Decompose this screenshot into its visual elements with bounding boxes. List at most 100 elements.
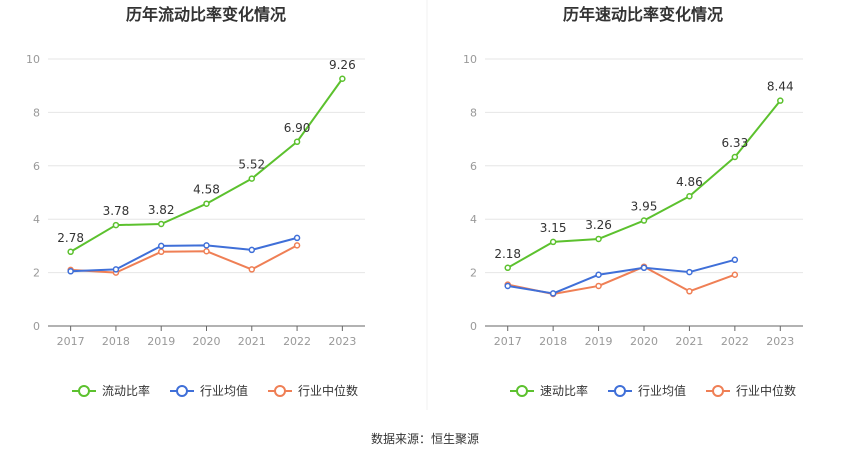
data-point-industry-avg[interactable] <box>67 268 74 275</box>
legend-label: 行业中位数 <box>736 383 796 398</box>
x-tick-label: 2023 <box>766 335 794 348</box>
series-line-industry-avg <box>70 236 298 273</box>
data-point-industry-avg[interactable] <box>640 264 648 272</box>
legend-item-primary[interactable]: 速动比率 <box>510 383 588 398</box>
x-tick-label: 2017 <box>57 335 85 348</box>
data-point-primary[interactable] <box>549 238 557 246</box>
data-point-primary[interactable] <box>595 235 602 243</box>
series-line-industry-avg <box>507 258 736 295</box>
legend-marker <box>712 385 724 397</box>
legend-label: 流动比率 <box>102 383 150 398</box>
legend-marker <box>614 385 626 397</box>
y-tick-label: 2 <box>33 267 40 280</box>
data-label: 6.90 <box>284 121 311 135</box>
data-label: 5.52 <box>238 158 265 172</box>
chart-title: 历年流动比率变化情况 <box>126 5 286 24</box>
y-tick-label: 0 <box>33 320 40 333</box>
data-point-industry-avg[interactable] <box>248 246 256 254</box>
data-label: 4.86 <box>676 175 703 189</box>
data-point-primary[interactable] <box>731 153 739 161</box>
data-label: 2.78 <box>57 231 84 245</box>
data-point-industry-avg[interactable] <box>504 282 511 290</box>
series-line-primary <box>507 100 782 269</box>
data-point-primary[interactable] <box>339 75 346 83</box>
data-point-industry-avg[interactable] <box>549 290 557 297</box>
data-point-primary[interactable] <box>640 217 648 224</box>
current-ratio-chart: 历年流动比率变化情况 0 2 4 6 8 10 2017 2018 2019 2020 2021 202… <box>26 5 365 398</box>
x-tick-label: 2021 <box>675 335 703 348</box>
data-point-industry-median[interactable] <box>203 247 210 255</box>
chart-title: 历年速动比率变化情况 <box>563 5 723 24</box>
data-point-industry-median[interactable] <box>731 271 739 278</box>
y-tick-label: 10 <box>26 53 40 66</box>
series-line-primary <box>70 78 344 253</box>
data-point-primary[interactable] <box>157 220 165 228</box>
data-point-industry-median[interactable] <box>686 288 693 295</box>
data-point-industry-avg[interactable] <box>203 242 210 249</box>
x-tick-label: 2017 <box>494 335 522 348</box>
y-tick-label: 10 <box>463 53 477 66</box>
y-tick-label: 4 <box>33 213 40 226</box>
data-point-primary[interactable] <box>112 221 120 229</box>
data-label: 9.26 <box>329 58 356 72</box>
data-label: 8.44 <box>767 80 794 94</box>
x-tick-label: 2022 <box>283 335 311 348</box>
data-point-industry-avg[interactable] <box>157 242 165 250</box>
data-point-primary[interactable] <box>777 97 784 104</box>
series-line-industry-median <box>70 244 298 274</box>
legend-item-primary[interactable]: 流动比率 <box>72 383 150 398</box>
x-tick-label: 2019 <box>147 335 175 348</box>
data-label: 3.82 <box>148 203 175 217</box>
data-point-primary[interactable] <box>293 138 301 146</box>
y-tick-label: 8 <box>470 106 477 119</box>
y-tick-label: 2 <box>470 267 477 280</box>
y-tick-label: 4 <box>470 213 477 226</box>
data-label: 4.58 <box>193 183 220 197</box>
y-tick-label: 8 <box>33 106 40 119</box>
data-point-industry-median[interactable] <box>157 248 165 256</box>
quick-ratio-chart: 历年速动比率变化情况 0 2 4 6 8 10 2017 2018 2019 2020 2021 202… <box>463 5 803 398</box>
data-point-industry-avg[interactable] <box>731 256 739 264</box>
data-point-primary[interactable] <box>203 200 210 207</box>
data-point-primary[interactable] <box>248 175 256 182</box>
x-tick-label: 2023 <box>328 335 356 348</box>
legend-label: 行业中位数 <box>298 383 358 398</box>
legend-label: 行业均值 <box>200 383 248 398</box>
data-label: 2.18 <box>494 247 521 261</box>
legend-marker <box>274 385 286 397</box>
data-point-primary[interactable] <box>686 192 693 200</box>
legend-marker <box>176 385 188 397</box>
x-tick-label: 2020 <box>193 335 221 348</box>
legend-marker <box>516 385 528 397</box>
data-point-industry-avg[interactable] <box>112 266 120 273</box>
data-label: 3.78 <box>103 204 130 218</box>
legend-item-industry-avg[interactable]: 行业均值 <box>170 383 248 398</box>
x-tick-label: 2019 <box>585 335 613 348</box>
x-tick-label: 2018 <box>539 335 567 348</box>
x-tick-label: 2021 <box>238 335 266 348</box>
data-point-industry-avg[interactable] <box>595 271 602 278</box>
y-tick-label: 0 <box>470 320 477 333</box>
x-tick-label: 2018 <box>102 335 130 348</box>
data-point-industry-median[interactable] <box>595 282 602 290</box>
legend-item-industry-median[interactable]: 行业中位数 <box>706 383 796 398</box>
data-point-industry-median[interactable] <box>248 266 256 273</box>
data-label: 3.95 <box>631 200 658 214</box>
legend-item-industry-avg[interactable]: 行业均值 <box>608 383 686 398</box>
data-point-industry-avg[interactable] <box>686 268 693 276</box>
data-point-primary[interactable] <box>67 248 74 256</box>
data-label: 3.15 <box>540 221 567 235</box>
x-tick-label: 2022 <box>721 335 749 348</box>
legend-label: 速动比率 <box>540 383 588 398</box>
y-tick-label: 6 <box>470 160 477 173</box>
data-point-industry-avg[interactable] <box>293 234 301 242</box>
data-point-industry-median[interactable] <box>293 242 301 249</box>
data-point-primary[interactable] <box>504 264 511 272</box>
legend-marker <box>78 385 90 397</box>
y-tick-label: 6 <box>33 160 40 173</box>
legend-item-industry-median[interactable]: 行业中位数 <box>268 383 358 398</box>
data-label: 3.26 <box>585 218 612 232</box>
x-tick-label: 2020 <box>630 335 658 348</box>
data-label: 6.33 <box>721 136 748 150</box>
